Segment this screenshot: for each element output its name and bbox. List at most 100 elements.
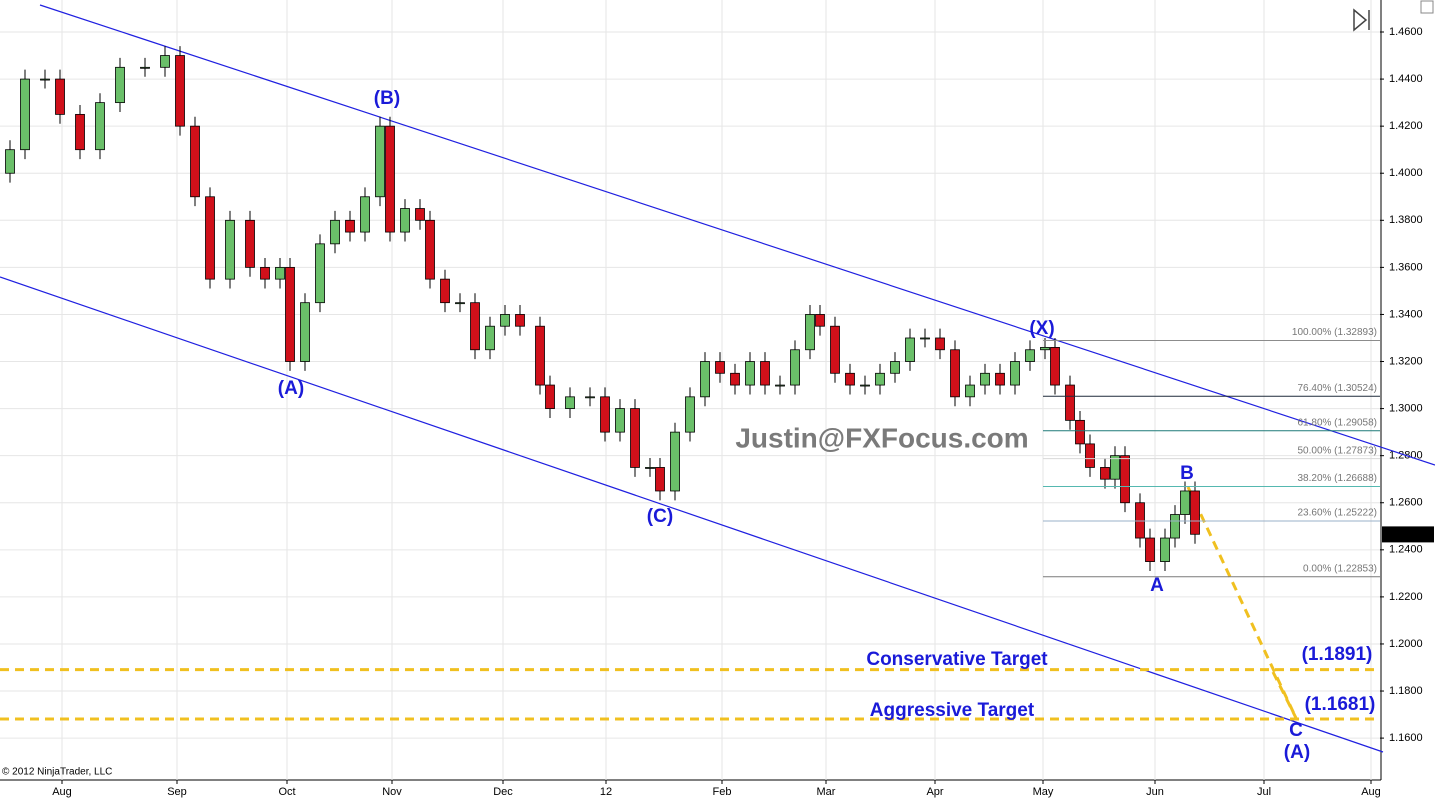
candle-body xyxy=(245,219,255,268)
y-tick-label: 1.4400 xyxy=(1389,73,1423,85)
last-price-box xyxy=(1382,526,1434,543)
candle-body xyxy=(285,266,295,362)
candle-body xyxy=(630,408,640,468)
candle-body xyxy=(330,219,340,245)
candle-body xyxy=(615,408,625,433)
candle-body xyxy=(1170,514,1180,539)
candle-body xyxy=(190,125,200,198)
candle-body xyxy=(40,78,50,81)
y-tick-label: 1.2400 xyxy=(1389,544,1423,556)
candle-body xyxy=(700,361,710,398)
candle-body xyxy=(455,302,465,305)
candle-body xyxy=(1100,467,1110,480)
x-tick-label: Feb xyxy=(713,786,732,798)
wave-label: A xyxy=(1150,575,1164,596)
projection-line xyxy=(1186,486,1298,719)
candle-body xyxy=(1085,443,1095,468)
candle-body xyxy=(1050,346,1060,386)
y-tick-label: 1.1800 xyxy=(1389,685,1423,697)
y-tick-label: 1.1600 xyxy=(1389,732,1423,744)
y-tick-label: 1.4600 xyxy=(1389,26,1423,38)
candle-body xyxy=(205,196,215,280)
candle-body xyxy=(5,149,15,174)
x-tick-label: Nov xyxy=(382,786,402,798)
candle-body xyxy=(760,361,770,386)
candle-body xyxy=(860,384,870,387)
channel-lower xyxy=(0,276,1384,753)
candle-body xyxy=(1110,455,1120,480)
candle-body xyxy=(345,219,355,233)
candle-body xyxy=(715,361,725,374)
candle-body xyxy=(565,396,575,409)
overlays: 100.00% (1.32893) 76.40% (1.30524) 61.80% … xyxy=(0,88,1434,763)
y-tick-label: 1.4200 xyxy=(1389,120,1423,132)
fib-label: 76.40% (1.30524) xyxy=(1297,383,1377,394)
candle-body xyxy=(1025,349,1035,362)
y-tick-label: 1.3400 xyxy=(1389,308,1423,320)
x-tick-label: May xyxy=(1033,786,1054,798)
candle-body xyxy=(1135,502,1145,539)
candle-body xyxy=(815,314,825,327)
target-name: Conservative Target xyxy=(866,649,1048,670)
y-tick-label: 1.3800 xyxy=(1389,214,1423,226)
candle-body xyxy=(175,55,185,127)
candle-body xyxy=(1160,537,1170,562)
wave-label: (A) xyxy=(1284,742,1310,763)
candle-body xyxy=(730,372,740,386)
target-name: Aggressive Target xyxy=(870,700,1035,721)
candle-body xyxy=(655,467,665,492)
play-icon[interactable] xyxy=(1353,8,1370,32)
candle-body xyxy=(920,337,930,340)
last-price-label: 1.2465'5 xyxy=(1387,528,1429,540)
candle-body xyxy=(225,219,235,280)
projection-line xyxy=(1271,671,1298,719)
candle-body xyxy=(980,372,990,386)
candle-body xyxy=(1120,455,1130,504)
candle-body xyxy=(775,384,785,387)
candle-body xyxy=(500,314,510,327)
wave-label: (A) xyxy=(278,378,304,399)
candle-body xyxy=(315,243,325,304)
candle-body xyxy=(115,66,125,104)
candle-body xyxy=(685,396,695,433)
x-tick-label: Aug xyxy=(52,786,72,798)
candle-body xyxy=(425,219,435,280)
candle-body xyxy=(950,349,960,398)
x-tick-label: 12 xyxy=(600,786,612,798)
candle-body xyxy=(260,266,270,280)
y-tick-label: 1.4000 xyxy=(1389,167,1423,179)
y-tick-label: 1.3600 xyxy=(1389,261,1423,273)
candle-body xyxy=(645,467,655,469)
fib-label: 61.80% (1.29058) xyxy=(1297,417,1377,428)
candle-body xyxy=(360,196,370,233)
candle-body xyxy=(535,325,545,386)
y-tick-label: 1.2600 xyxy=(1389,497,1423,509)
corner-box[interactable] xyxy=(1420,0,1434,14)
candles xyxy=(5,46,1200,571)
candle-body xyxy=(965,384,975,398)
candle-body xyxy=(1145,537,1155,562)
candle-body xyxy=(20,78,30,151)
candle-body xyxy=(485,325,495,351)
candle-body xyxy=(275,266,285,280)
candle-body xyxy=(1180,490,1190,515)
candle-body xyxy=(545,384,555,409)
x-tick-label: Jun xyxy=(1146,786,1164,798)
y-tick-label: 1.2000 xyxy=(1389,638,1423,650)
wave-label: C xyxy=(1289,720,1303,741)
candle-body xyxy=(935,337,945,351)
candle-body xyxy=(440,278,450,304)
target-label: (1.1681) xyxy=(1305,694,1376,715)
candle-body xyxy=(830,325,840,374)
wave-label: (C) xyxy=(647,506,673,527)
candle-body xyxy=(470,302,480,351)
y-tick-label: 1.3000 xyxy=(1389,403,1423,415)
candle-body xyxy=(600,396,610,433)
copyright: © 2012 NinjaTrader, LLC xyxy=(2,767,112,778)
y-tick-label: 1.3200 xyxy=(1389,355,1423,367)
fib-label: 100.00% (1.32893) xyxy=(1292,327,1377,338)
candle-body xyxy=(95,102,105,151)
